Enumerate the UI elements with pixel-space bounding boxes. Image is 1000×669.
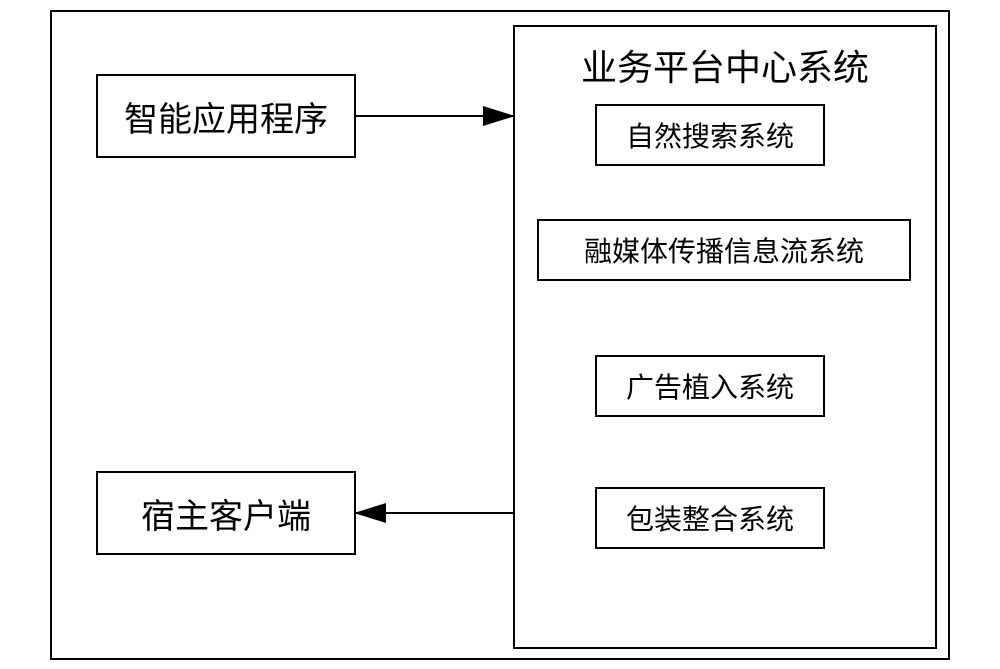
subsystem-natural-search-label: 自然搜索系统 — [626, 115, 794, 155]
subsystem-packaging-label: 包装整合系统 — [626, 498, 794, 538]
node-host-client: 宿主客户端 — [96, 471, 356, 555]
subsystem-packaging: 包装整合系统 — [595, 487, 825, 549]
subsystem-media-stream: 融媒体传播信息流系统 — [537, 219, 911, 281]
subsystem-natural-search: 自然搜索系统 — [595, 104, 825, 166]
node-smart-app-label: 智能应用程序 — [124, 92, 328, 141]
node-host-client-label: 宿主客户端 — [141, 489, 311, 538]
node-smart-app: 智能应用程序 — [96, 74, 356, 158]
subsystem-media-stream-label: 融媒体传播信息流系统 — [584, 230, 864, 270]
platform-center-title: 业务平台中心系统 — [515, 39, 935, 91]
node-platform-center: 业务平台中心系统 自然搜索系统 融媒体传播信息流系统 广告植入系统 包装整合系统 — [513, 25, 937, 649]
subsystem-ad-placement: 广告植入系统 — [595, 355, 825, 417]
subsystem-ad-placement-label: 广告植入系统 — [626, 366, 794, 406]
diagram-frame: 智能应用程序 宿主客户端 业务平台中心系统 自然搜索系统 融媒体传播信息流系统 … — [50, 10, 950, 660]
